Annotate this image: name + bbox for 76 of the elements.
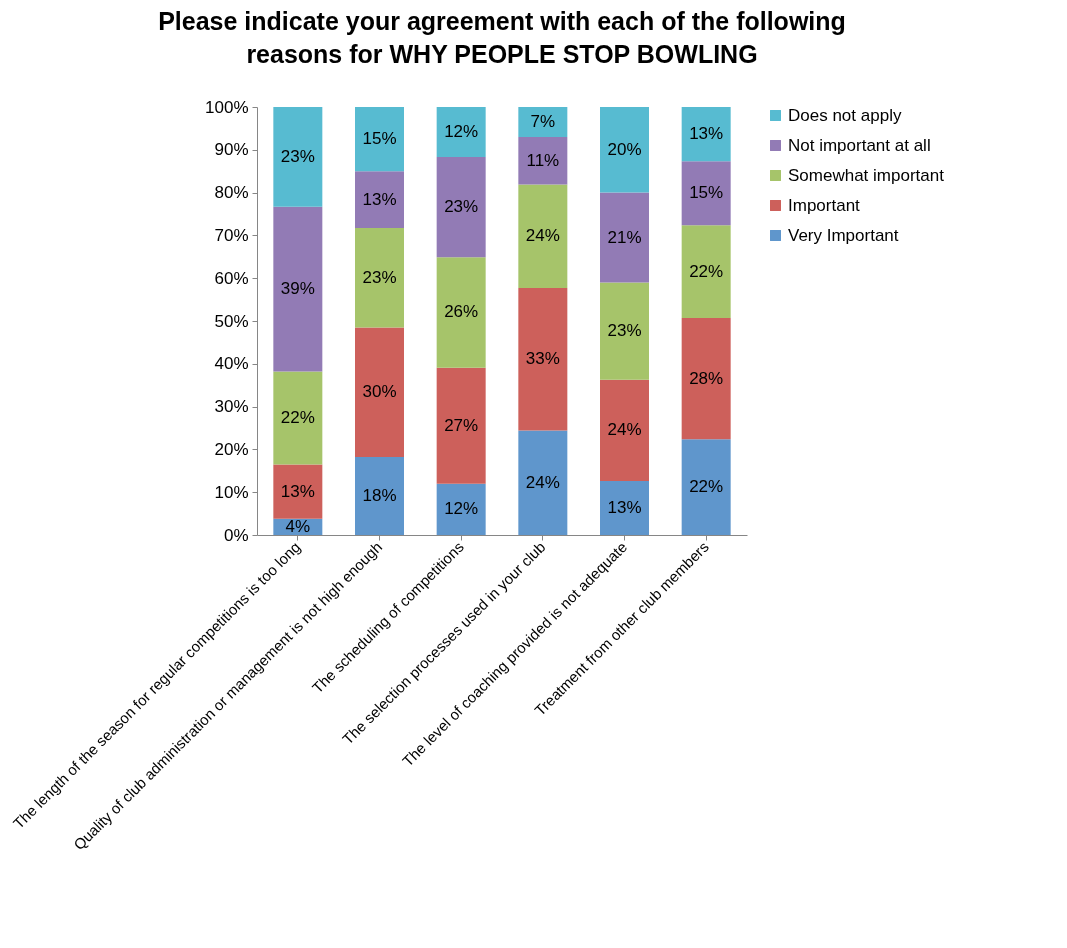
data-label: 12% <box>444 122 479 142</box>
data-label: 15% <box>689 183 724 203</box>
bar <box>273 206 323 372</box>
data-label: 15% <box>362 129 397 149</box>
data-label: 23% <box>362 267 397 287</box>
bar <box>355 107 404 172</box>
data-label: 28% <box>689 368 724 388</box>
legend-label: Important <box>788 195 861 215</box>
data-label: 13% <box>689 124 724 144</box>
y-tick-label: 50% <box>214 311 249 331</box>
bar <box>273 107 323 207</box>
data-label: 4% <box>285 516 311 536</box>
bar <box>355 171 404 229</box>
y-tick-label: 30% <box>214 397 249 417</box>
data-label: 26% <box>444 302 479 322</box>
bar <box>518 184 568 289</box>
data-label: 24% <box>525 472 560 492</box>
bar <box>518 136 568 185</box>
data-label: 12% <box>444 499 479 519</box>
data-label: 22% <box>689 477 724 497</box>
data-label: 33% <box>525 349 560 369</box>
bar <box>600 282 649 380</box>
y-tick-label: 100% <box>205 97 249 117</box>
data-label: 20% <box>607 139 642 159</box>
bar <box>436 107 486 158</box>
bar <box>436 483 486 535</box>
data-label: 11% <box>526 150 560 170</box>
bar <box>355 327 404 458</box>
data-label: 23% <box>280 146 315 166</box>
bar <box>681 318 731 440</box>
legend-label: Not important at all <box>788 135 931 155</box>
bar <box>518 107 568 137</box>
y-tick-label: 20% <box>214 439 249 459</box>
data-label: 27% <box>444 415 479 435</box>
data-label: 22% <box>689 261 724 281</box>
legend-label: Very Important <box>788 225 899 245</box>
bar <box>681 225 731 318</box>
bar <box>355 228 404 328</box>
bar <box>600 107 649 193</box>
data-label: 24% <box>607 420 642 440</box>
data-label: 18% <box>362 486 397 506</box>
bar <box>600 192 649 283</box>
legend-label: Somewhat important <box>788 165 945 185</box>
bar <box>681 161 731 226</box>
bar <box>681 439 731 535</box>
bar <box>355 457 404 535</box>
chart-title: Please indicate your agreement with each of the following reasons for WHY PEOPLE STOP BOWLING <box>158 7 846 68</box>
bar <box>273 371 323 465</box>
data-label: 13% <box>280 481 315 501</box>
bar <box>273 464 323 519</box>
y-tick-label: 40% <box>214 354 249 374</box>
y-tick-label: 10% <box>214 482 249 502</box>
legend-label: Does not apply <box>788 105 902 125</box>
data-label: 21% <box>607 227 642 247</box>
data-label: 30% <box>362 382 397 402</box>
data-label: 23% <box>607 321 642 341</box>
bar <box>600 379 649 482</box>
y-tick-label: 80% <box>214 183 249 203</box>
bar <box>518 430 568 535</box>
bar <box>600 481 649 535</box>
bar <box>681 107 731 162</box>
y-tick-label: 60% <box>214 268 249 288</box>
data-label: 13% <box>362 189 397 209</box>
data-label: 24% <box>525 226 560 246</box>
bar <box>436 257 486 368</box>
data-label: 13% <box>607 498 642 518</box>
data-label: 7% <box>530 111 556 131</box>
y-tick-label: 90% <box>214 140 249 160</box>
data-label: 23% <box>444 197 479 217</box>
data-label: 22% <box>280 407 315 427</box>
bar <box>518 288 568 431</box>
y-tick-label: 70% <box>214 225 249 245</box>
data-label: 39% <box>280 279 315 299</box>
bar <box>436 367 486 484</box>
y-tick-label: 0% <box>223 525 249 545</box>
bar <box>436 157 486 258</box>
